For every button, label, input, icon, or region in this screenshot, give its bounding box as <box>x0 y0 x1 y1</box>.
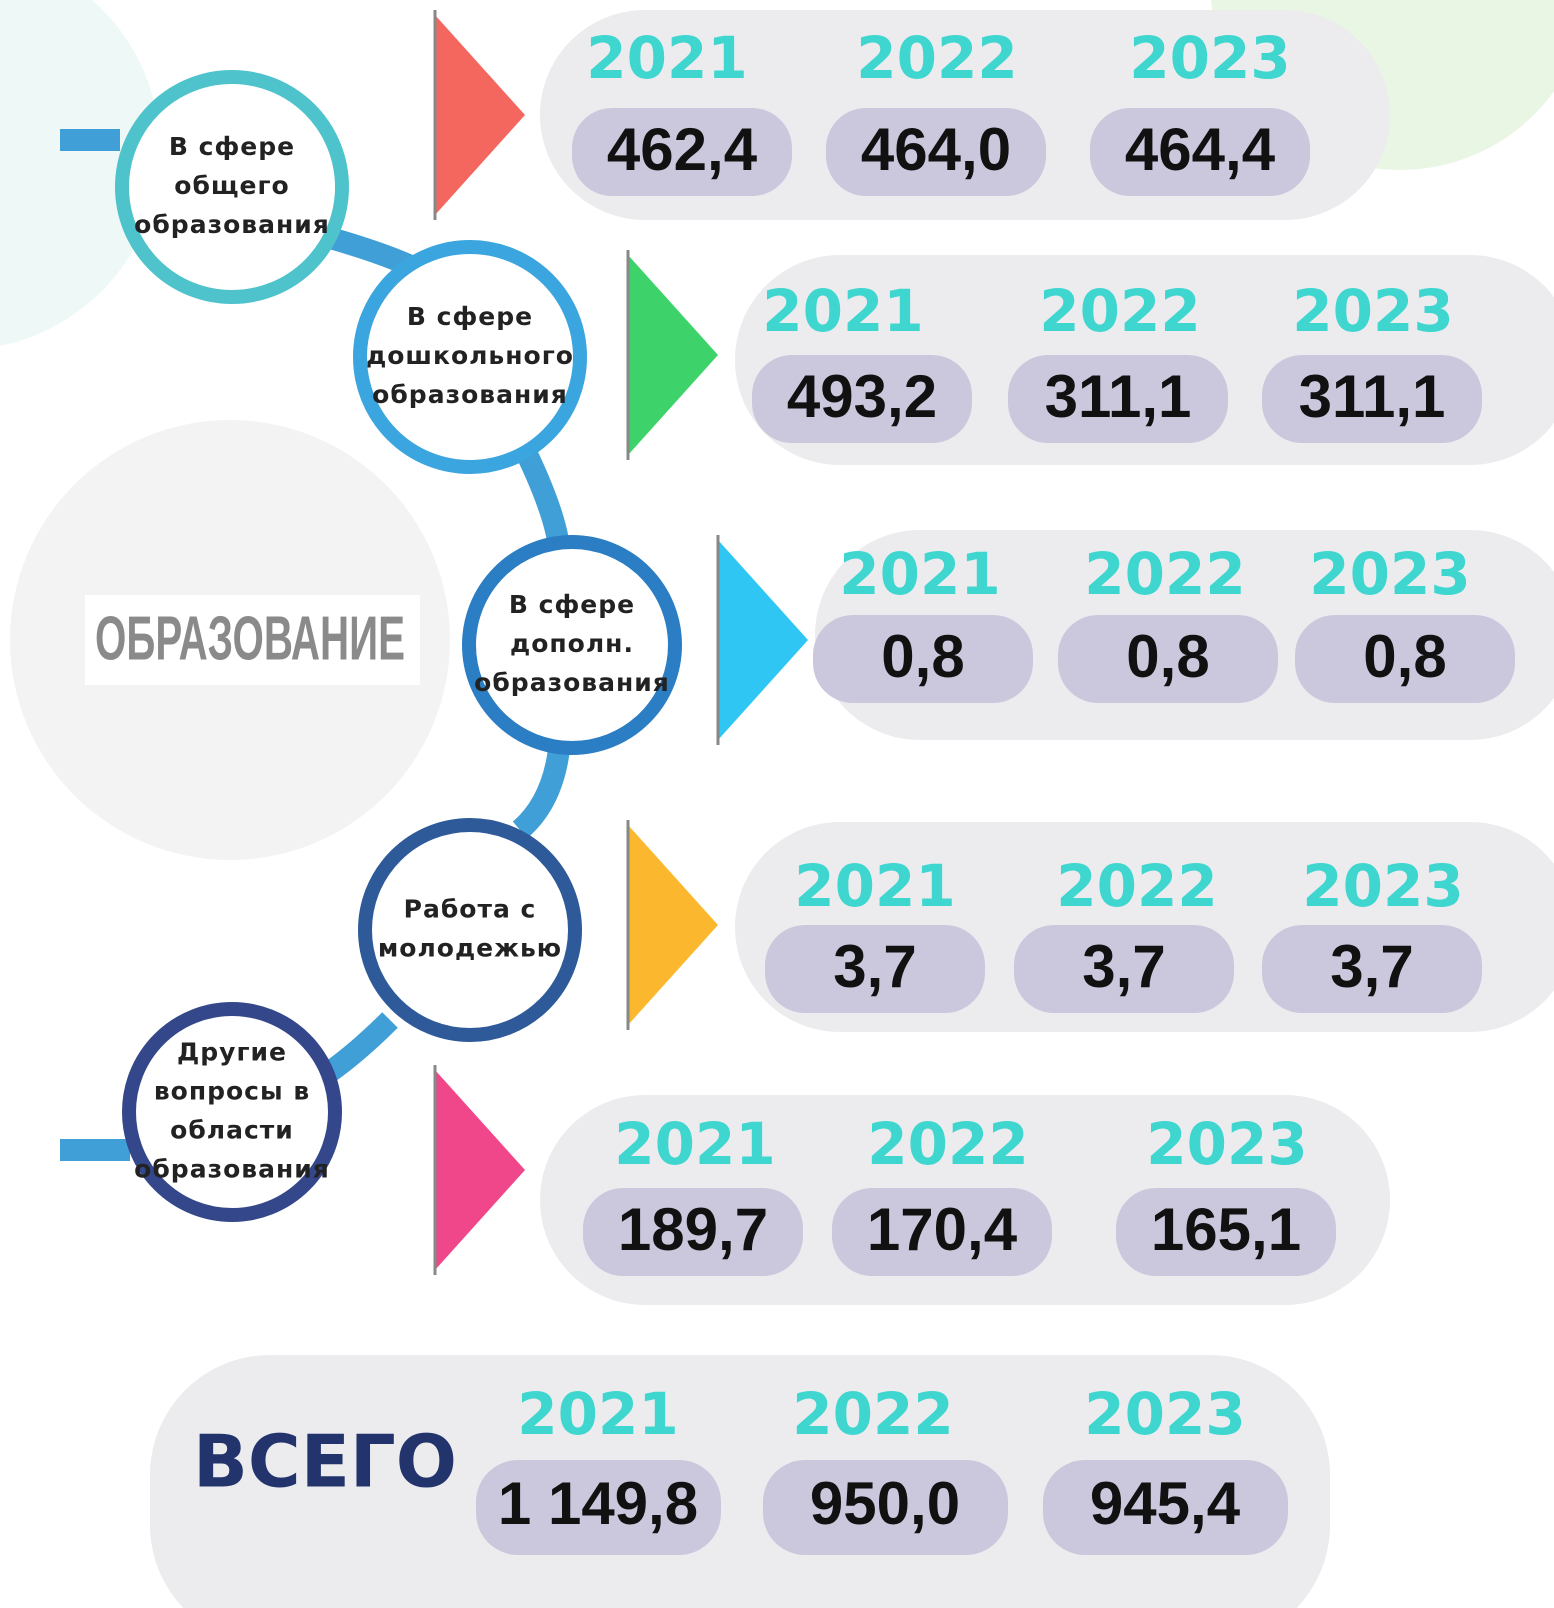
value: 0,8 <box>1363 623 1446 690</box>
value: 170,4 <box>867 1196 1018 1263</box>
value-box <box>572 108 792 196</box>
value: 464,4 <box>1125 116 1276 183</box>
value-box <box>1295 615 1515 703</box>
total-label: ВСЕГО <box>193 1420 457 1504</box>
value-box <box>1058 615 1278 703</box>
node <box>358 818 582 1042</box>
node-label: Работа с <box>404 895 537 924</box>
value: 493,2 <box>787 363 937 430</box>
year: 2022 <box>1084 540 1245 608</box>
year: 2022 <box>792 1380 953 1448</box>
node-label: В сфере <box>169 132 295 161</box>
value: 950,0 <box>810 1470 960 1537</box>
year: 2021 <box>517 1380 678 1448</box>
year: 2022 <box>1056 852 1217 920</box>
year: 2021 <box>839 540 1000 608</box>
node <box>353 240 587 474</box>
arrow <box>435 1070 525 1270</box>
value-box <box>1262 355 1482 443</box>
value: 189,7 <box>618 1196 768 1263</box>
node-label: общего <box>174 171 289 200</box>
value-box <box>763 1460 1008 1555</box>
value: 3,7 <box>1330 933 1413 1000</box>
year: 2023 <box>1084 1380 1245 1448</box>
node-label: Другие <box>177 1038 287 1067</box>
node-label: области <box>170 1116 294 1145</box>
node-label: дошкольного <box>366 341 574 370</box>
arrow <box>628 825 718 1025</box>
value: 3,7 <box>1082 933 1165 1000</box>
node-label: дополн. <box>510 629 634 658</box>
year: 2022 <box>1039 277 1200 345</box>
value-box <box>832 1188 1052 1276</box>
value: 1 149,8 <box>498 1470 698 1537</box>
value-box <box>1116 1188 1336 1276</box>
value-box <box>765 925 985 1013</box>
arrow <box>718 540 808 740</box>
value: 311,1 <box>1299 363 1446 430</box>
year: 2023 <box>1292 277 1453 345</box>
arrow <box>628 255 718 455</box>
value-box <box>826 108 1046 196</box>
value: 464,0 <box>861 116 1011 183</box>
value: 0,8 <box>881 623 964 690</box>
node-label: образования <box>134 1155 330 1184</box>
value-box <box>1014 925 1234 1013</box>
value: 0,8 <box>1126 623 1209 690</box>
decor <box>0 0 160 346</box>
value-box <box>1008 355 1228 443</box>
year: 2021 <box>794 852 955 920</box>
value: 3,7 <box>833 933 916 1000</box>
node-label: вопросы в <box>154 1077 310 1106</box>
value-box <box>1043 1460 1288 1555</box>
year: 2023 <box>1129 24 1290 92</box>
node <box>115 70 349 304</box>
arrow <box>435 15 525 215</box>
value-box <box>1262 925 1482 1013</box>
year: 2023 <box>1302 852 1463 920</box>
year: 2021 <box>614 1110 775 1178</box>
value-box <box>583 1188 803 1276</box>
year: 2022 <box>867 1110 1028 1178</box>
year: 2023 <box>1309 540 1470 608</box>
year: 2021 <box>586 24 747 92</box>
node-label: образования <box>372 380 568 409</box>
node-label: образования <box>134 210 330 239</box>
emblem-title: ОБРАЗОВАНИЕ <box>95 604 405 673</box>
node <box>122 1002 342 1222</box>
emblem-box <box>85 595 420 685</box>
year: 2022 <box>856 24 1017 92</box>
value-box <box>1090 108 1310 196</box>
value-box <box>476 1460 721 1555</box>
year: 2021 <box>762 277 923 345</box>
node-label: В сфере <box>509 590 635 619</box>
node-label: образования <box>474 668 670 697</box>
value-box <box>752 355 972 443</box>
node-label: В сфере <box>407 302 533 331</box>
value: 462,4 <box>607 116 758 183</box>
value: 165,1 <box>1151 1196 1301 1263</box>
value: 945,4 <box>1090 1470 1241 1537</box>
value-box <box>813 615 1033 703</box>
value: 311,1 <box>1045 363 1192 430</box>
year: 2023 <box>1146 1110 1307 1178</box>
node <box>462 535 682 755</box>
node-label: молодежью <box>378 934 562 963</box>
total-pill <box>150 1355 1330 1608</box>
